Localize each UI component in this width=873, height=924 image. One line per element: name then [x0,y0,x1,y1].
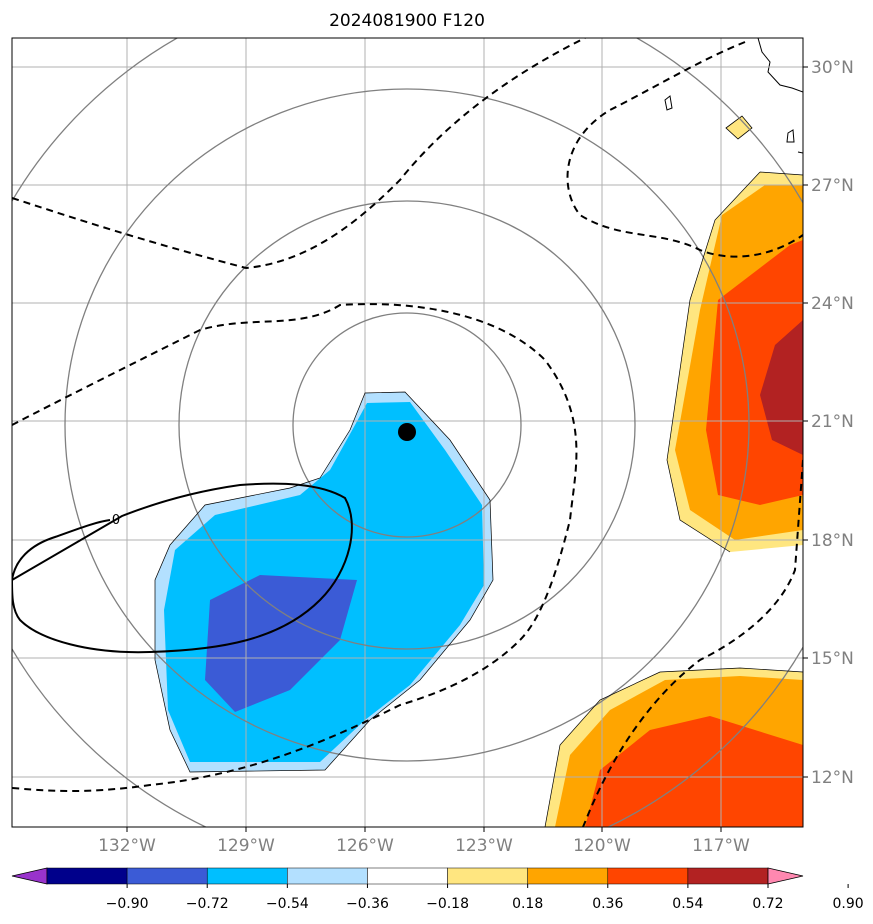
colorbar-label: −0.90 [106,896,149,912]
negative-anomaly-region [155,392,493,772]
lon-tick-labels: 132°W 129°W 126°W 123°W 120°W 117°W [98,827,750,856]
coastline [664,38,803,154]
lon-tick-label: 132°W [98,836,156,856]
lon-tick-label: 129°W [217,836,275,856]
lat-tick-label: 27°N [811,176,854,196]
colorbar-label: 0.72 [752,896,783,912]
lon-tick-label: 117°W [692,836,750,856]
map-frame [11,37,804,828]
colorbar-segment [687,867,769,885]
colorbar-label: −0.54 [266,896,309,912]
colorbar-extend-max [767,867,804,885]
lat-tick-label: 30°N [811,58,854,78]
colorbar-segment [287,867,368,885]
lat-tick-label: 18°N [811,531,854,551]
map-title: 2024081900 F120 [329,11,485,31]
colorbar-label: 0.54 [672,896,703,912]
lon-tick-label: 120°W [573,836,631,856]
lon-tick-label: 123°W [455,836,513,856]
lat-tick-label: 24°N [811,294,854,314]
colorbar-segment [46,867,128,885]
lat-tick-label: 15°N [811,649,854,669]
colorbar: −0.90 −0.72 −0.54 −0.36 −0.18 0.18 0.36 0.54 0.7… [11,867,864,912]
positive-anomaly-south [545,668,803,827]
range-rings [12,38,803,827]
lon-tick-label: 126°W [336,836,394,856]
colorbar-segment [607,867,689,885]
lat-tick-labels: 30°N 27°N 24°N 21°N 18°N 15°N 12°N [803,58,854,788]
colorbar-extend-min [11,867,48,885]
colorbar-label: 0.36 [592,896,623,912]
map-area: 0 [12,38,803,827]
lat-tick-label: 12°N [811,768,854,788]
contour-label: 0 [112,513,120,528]
colorbar-segment [367,867,448,885]
lat-tick-label: 21°N [811,412,854,432]
colorbar-label: 0.90 [833,896,864,912]
colorbar-label: 0.18 [512,896,543,912]
colorbar-label: −0.36 [346,896,389,912]
zero-contour: 0 [12,482,353,654]
anomaly-outline [154,171,803,827]
storm-center-marker [398,423,416,441]
colorbar-segment [126,867,208,885]
colorbar-label: −0.18 [426,896,469,912]
colorbar-segment [447,867,528,885]
colorbar-segment [527,867,609,885]
dashed-contours [12,38,803,827]
lat-lon-grid [12,38,803,827]
colorbar-label: −0.72 [186,896,229,912]
colorbar-segment [206,867,288,885]
